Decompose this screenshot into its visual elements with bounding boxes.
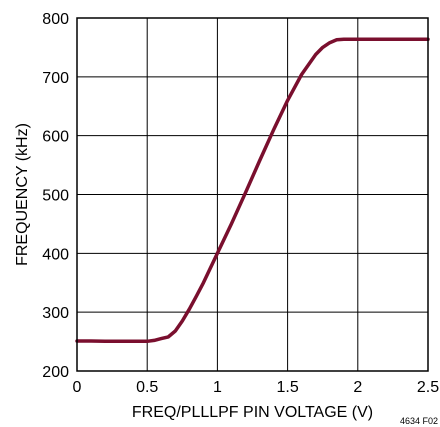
x-axis-title: FREQ/PLLLPF PIN VOLTAGE (V)	[132, 404, 373, 421]
y-tick-label: 600	[42, 129, 69, 146]
x-tick-label: 1.5	[276, 379, 298, 396]
y-axis-ticks: 200 300 400 500 600 700 800	[42, 11, 69, 381]
y-tick-label: 300	[42, 305, 69, 322]
x-tick-label: 2.5	[417, 379, 439, 396]
y-tick-label: 500	[42, 188, 69, 205]
y-tick-label: 400	[42, 246, 69, 263]
frequency-curve	[77, 39, 428, 341]
x-tick-label: 0.5	[136, 379, 158, 396]
x-tick-label: 1	[213, 379, 222, 396]
y-tick-label: 200	[42, 364, 69, 381]
x-tick-label: 0	[73, 379, 82, 396]
grid	[77, 18, 428, 371]
x-axis-ticks: 0 0.5 1 1.5 2 2.5	[73, 379, 440, 396]
figure-id: 4634 F02	[400, 416, 438, 426]
x-tick-label: 2	[353, 379, 362, 396]
y-tick-label: 700	[42, 70, 69, 87]
y-axis-title: FREQUENCY (kHz)	[14, 123, 31, 266]
y-tick-label: 800	[42, 11, 69, 28]
